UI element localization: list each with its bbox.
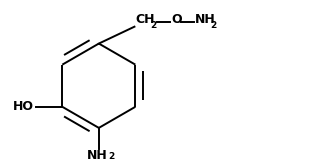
- Text: NH: NH: [195, 13, 216, 26]
- Text: NH: NH: [87, 149, 107, 162]
- Text: 2: 2: [150, 20, 157, 30]
- Text: 2: 2: [108, 152, 114, 161]
- Text: HO: HO: [13, 100, 34, 113]
- Text: 2: 2: [210, 20, 217, 30]
- Text: CH: CH: [135, 13, 155, 26]
- Text: O: O: [171, 13, 182, 26]
